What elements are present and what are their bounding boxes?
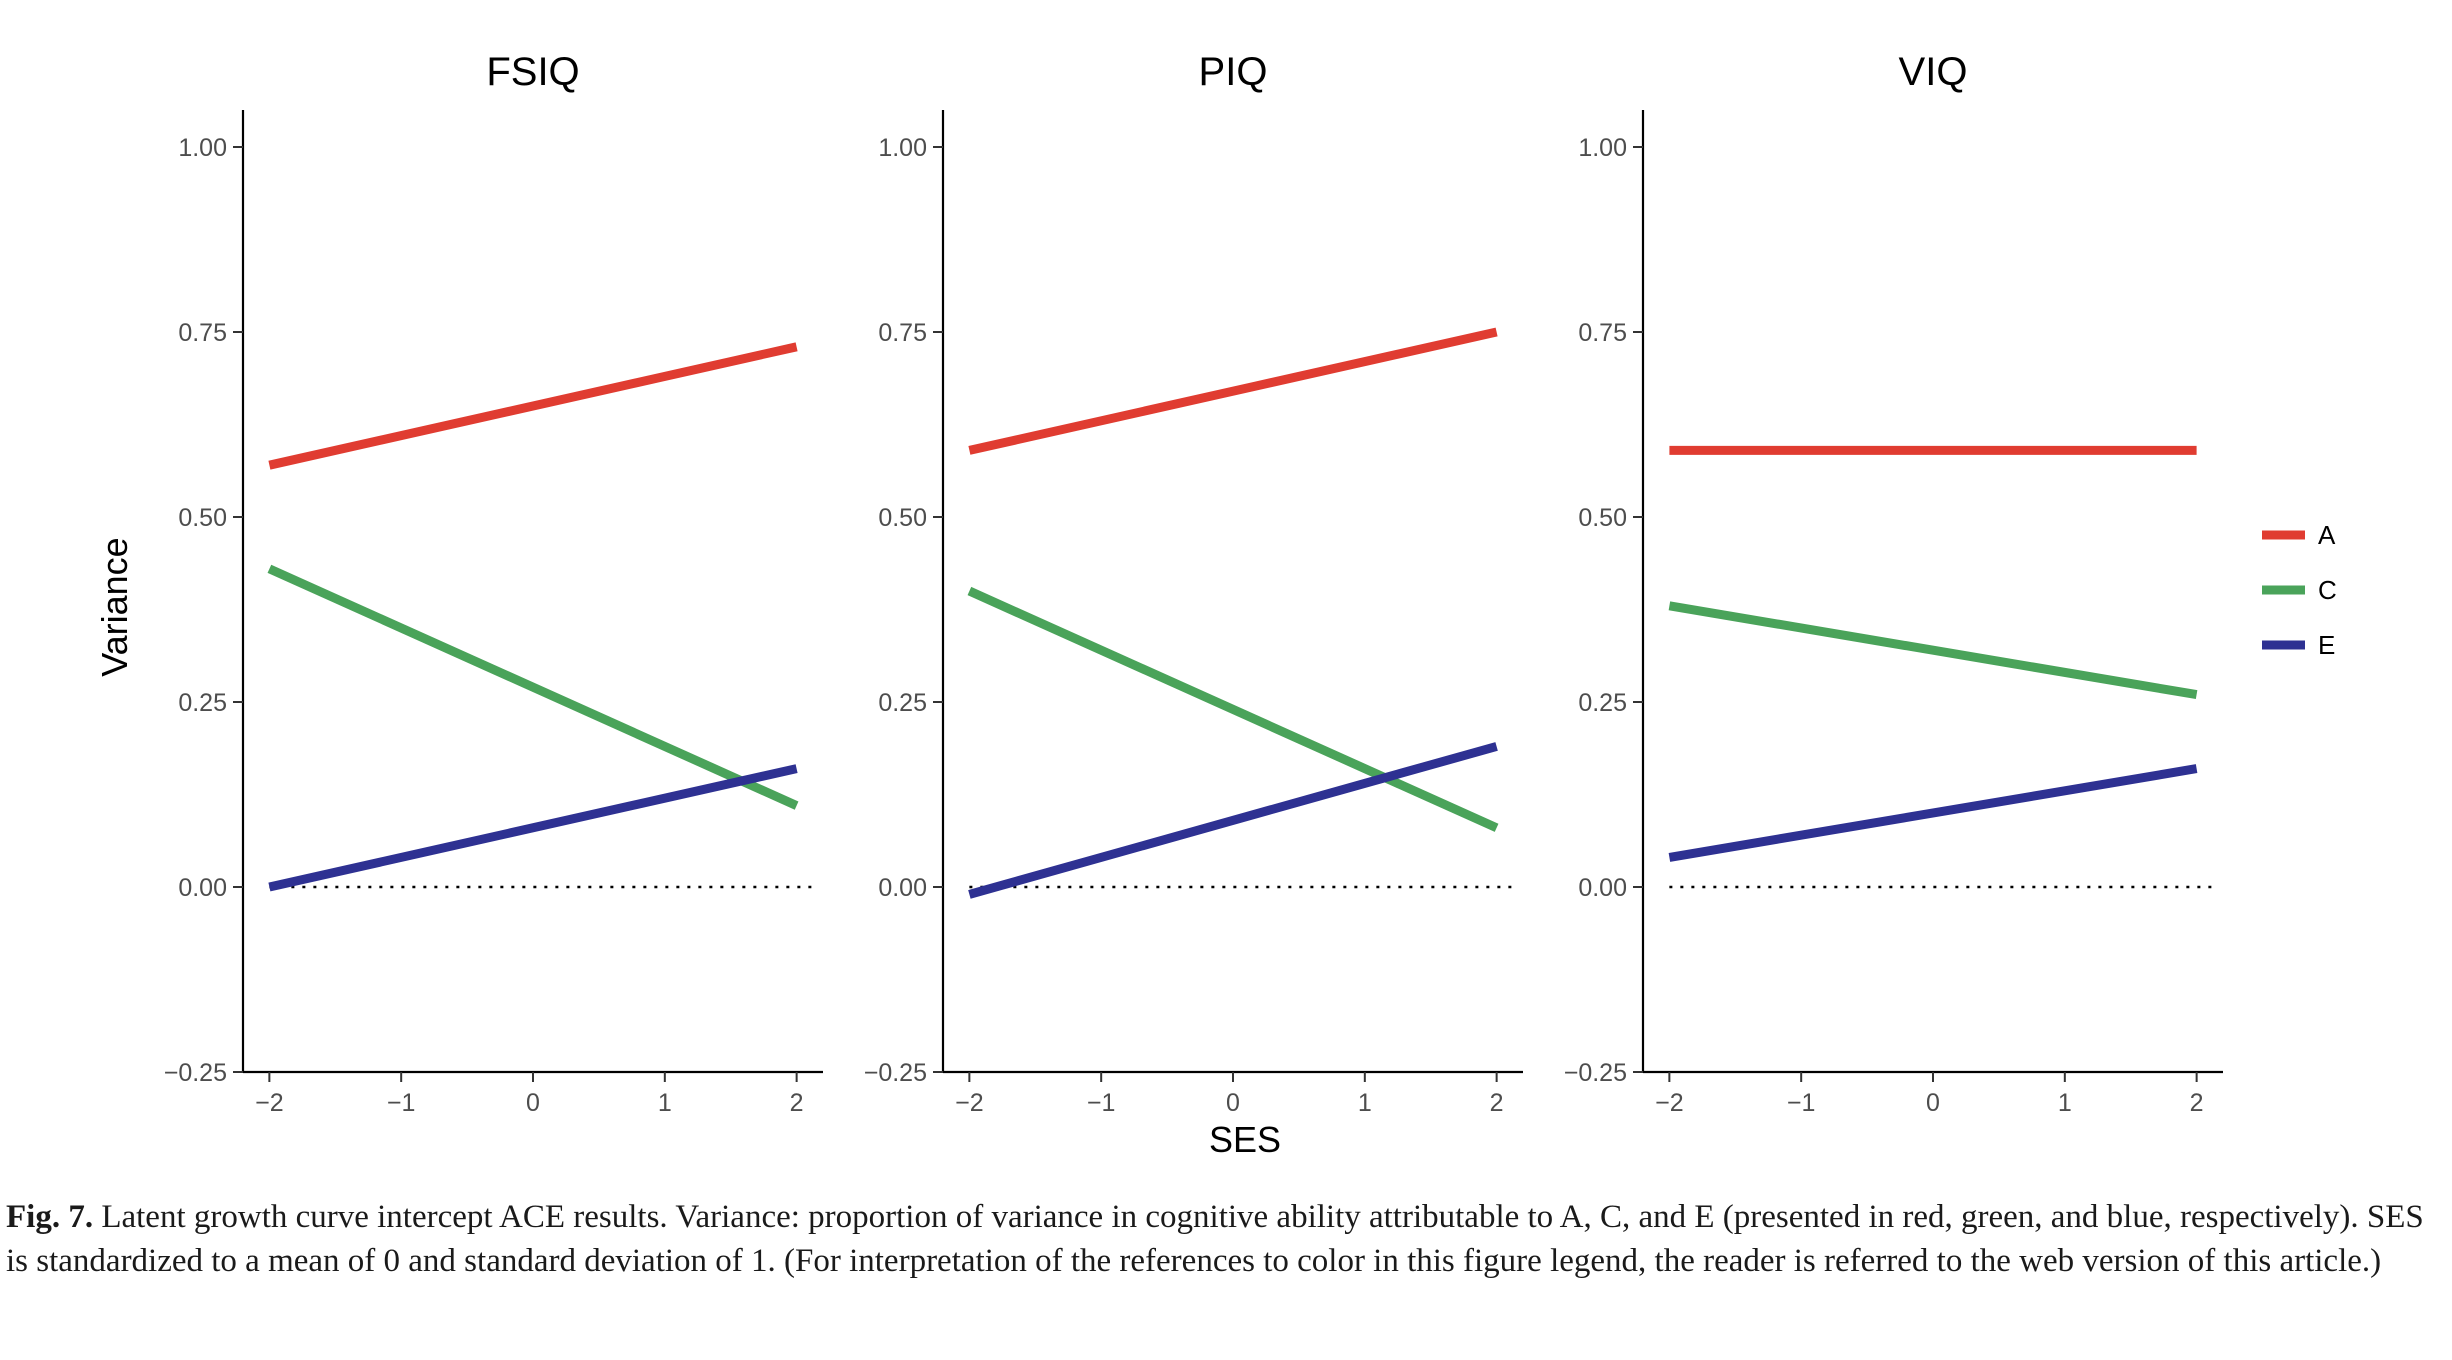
x-axis-title: SES [1209,1119,1281,1160]
caption-label: Fig. 7. [6,1199,94,1235]
panel-piq-y-tick-label: 0.00 [878,874,927,902]
panel-piq-series-e-line [968,742,1498,899]
legend-e-label: E [2318,630,2335,660]
panel-viq-x-tick-label: 2 [2190,1089,2204,1117]
panel-viq-x-tick-label: −1 [1787,1089,1816,1117]
panel-piq-y-tick-label: 0.75 [878,319,927,347]
panel-viq-x-tick-label: 1 [2058,1089,2072,1117]
panel-fsiq-x-tick-label: 1 [658,1089,672,1117]
panel-fsiq-y-tick-label: −0.25 [164,1059,227,1087]
panel-piq-y-tick-label: 0.50 [878,504,927,532]
panel-viq-series-c-line [1668,601,2198,700]
caption-text: Latent growth curve intercept ACE result… [6,1199,2424,1279]
legend-c-label: C [2318,575,2337,605]
panel-viq-y-tick-label: −0.25 [1564,1059,1627,1087]
panel-fsiq-x-tick-label: −1 [387,1089,416,1117]
panel-fsiq-y-tick-label: 0.25 [178,689,227,717]
panel-fsiq-x-tick-label: 0 [526,1089,540,1117]
panel-fsiq-title: FSIQ [486,50,579,94]
panel-viq-series-e-line [1668,764,2198,862]
panel-fsiq-series-a-line [268,342,798,470]
panel-viq-x-tick-label: 0 [1926,1089,1940,1117]
panel-piq-title: PIQ [1199,50,1268,94]
panel-fsiq-y-tick-label: 1.00 [178,134,227,162]
y-axis-title: Variance [94,537,135,676]
panel-piq-x-tick-label: 0 [1226,1089,1240,1117]
panel-fsiq-y-tick-label: 0.00 [178,874,227,902]
panel-fsiq-y-tick-label: 0.50 [178,504,227,532]
panel-piq-series-c-line [967,586,1499,832]
panel-viq-y-tick-label: 0.25 [1578,689,1627,717]
panel-fsiq-x-tick-label: −2 [255,1089,284,1117]
panel-viq-y-tick-label: 0.50 [1578,504,1627,532]
panel-viq-y-tick-label: 0.75 [1578,319,1627,347]
panel-fsiq-series-c-line [267,564,799,810]
panel-viq-x-tick-label: −2 [1655,1089,1684,1117]
panel-fsiq-y-tick-label: 0.75 [178,319,227,347]
panel-piq-x-tick-label: 2 [1490,1089,1504,1117]
panel-piq-y-tick-label: 1.00 [878,134,927,162]
panel-fsiq-series-e-line [268,764,798,892]
panel-viq-y-tick-label: 0.00 [1578,874,1627,902]
figure: Variance SES FSIQ −0.25 0.00 0.25 0.50 0.75 1.… [94,50,2337,1160]
figure-caption: Fig. 7. Latent growth curve intercept AC… [6,1195,2446,1283]
panel-viq-title: VIQ [1899,50,1968,94]
panel-piq-y-tick-label: −0.25 [864,1059,927,1087]
panel-piq-y-tick-label: 0.25 [878,689,927,717]
ace-chart: Variance SES FSIQ −0.25 0.00 0.25 0.50 0.75 1.… [94,50,2337,1160]
legend-a-label: A [2318,520,2336,550]
panel-piq-x-tick-label: −2 [955,1089,984,1117]
panel-piq-x-tick-label: −1 [1087,1089,1116,1117]
panel-viq-y-tick-label: 1.00 [1578,134,1627,162]
panel-piq-x-tick-label: 1 [1358,1089,1372,1117]
panel-fsiq-x-tick-label: 2 [790,1089,804,1117]
panel-piq-series-a-line [968,327,1498,455]
